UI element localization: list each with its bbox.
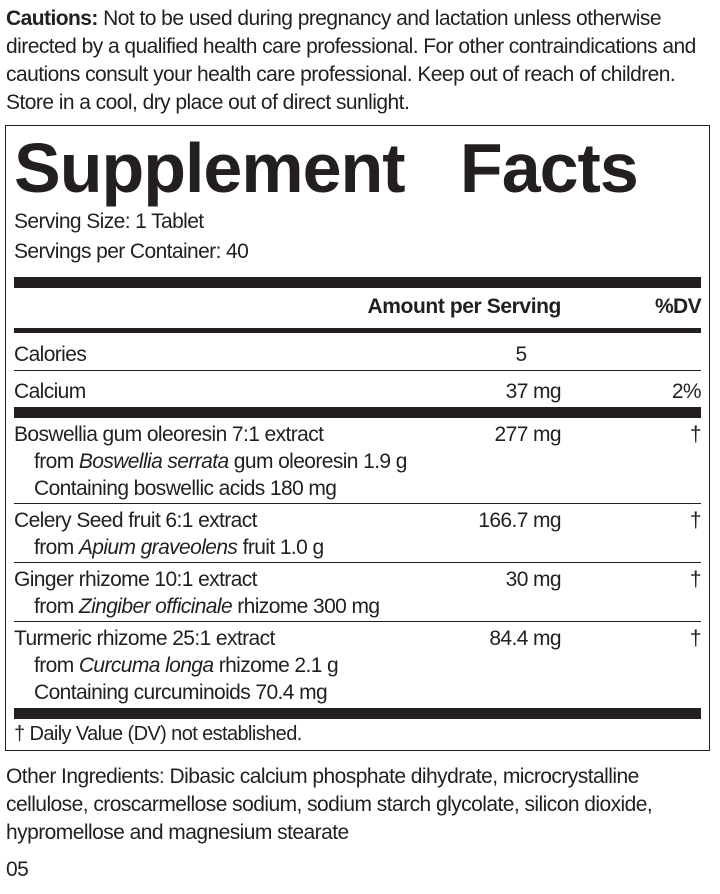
panel-title: Supplement Facts bbox=[14, 129, 639, 207]
row-calories-amount: 5 bbox=[515, 343, 527, 366]
row-calcium-dv: 2% bbox=[671, 380, 702, 403]
divider-thin bbox=[14, 562, 701, 563]
row-turmeric-containing: Containing curcuminoids 70.4 mg bbox=[34, 681, 328, 704]
row-boswellia-containing: Containing boswellic acids 180 mg bbox=[34, 477, 337, 500]
row-boswellia-dv: † bbox=[689, 423, 702, 446]
other-ingredients: Other Ingredients: Dibasic calcium phosp… bbox=[6, 765, 653, 844]
row-boswellia-amount: 277 mg bbox=[494, 423, 562, 446]
row-boswellia-source: from Boswellia serrata gum oleoresin 1.9… bbox=[34, 450, 407, 473]
header-amount: Amount per Serving bbox=[367, 295, 562, 318]
row-calories-name: Calories bbox=[14, 343, 87, 366]
header-dv: %DV bbox=[654, 295, 702, 318]
row-ginger-amount: 30 mg bbox=[505, 568, 562, 591]
row-boswellia-name: Boswellia gum oleoresin 7:1 extract bbox=[14, 423, 324, 446]
serving-size: Serving Size: 1 Tablet bbox=[14, 210, 204, 233]
row-ginger-dv: † bbox=[689, 568, 702, 591]
divider-thick bbox=[14, 277, 701, 288]
cautions-body: Not to be used during pregnancy and lact… bbox=[6, 7, 696, 114]
row-ginger-source: from Zingiber officinale rhizome 300 mg bbox=[34, 595, 380, 618]
row-turmeric-dv: † bbox=[689, 627, 702, 650]
row-turmeric-amount: 84.4 mg bbox=[489, 627, 561, 650]
row-calcium-name: Calcium bbox=[14, 380, 86, 403]
row-turmeric-source: from Curcuma longa rhizome 2.1 g bbox=[34, 654, 339, 677]
divider-medium bbox=[14, 328, 701, 333]
row-calcium-amount: 37 mg bbox=[505, 380, 562, 403]
row-celery-dv: † bbox=[689, 509, 702, 532]
footnote: † Daily Value (DV) not established. bbox=[14, 723, 302, 745]
servings-per-container: Servings per Container: 40 bbox=[14, 240, 249, 263]
row-turmeric-name: Turmeric rhizome 25:1 extract bbox=[14, 627, 275, 650]
product-code: 05 bbox=[6, 858, 29, 881]
supplement-facts-panel: Supplement Facts Serving Size: 1 Tablet … bbox=[5, 125, 710, 751]
divider-thick bbox=[14, 708, 701, 719]
row-ginger-name: Ginger rhizome 10:1 extract bbox=[14, 568, 258, 591]
row-celery-name: Celery Seed fruit 6:1 extract bbox=[14, 509, 257, 532]
cautions-label: Cautions: bbox=[6, 7, 98, 30]
row-celery-source: from Apium graveolens fruit 1.0 g bbox=[34, 536, 324, 559]
divider-thin bbox=[14, 621, 701, 622]
divider-thin bbox=[14, 503, 701, 504]
divider-thin bbox=[14, 370, 701, 371]
cautions-text: Cautions: Not to be used during pregnanc… bbox=[6, 5, 718, 117]
row-celery-amount: 166.7 mg bbox=[478, 509, 561, 532]
divider-thick bbox=[14, 407, 701, 418]
